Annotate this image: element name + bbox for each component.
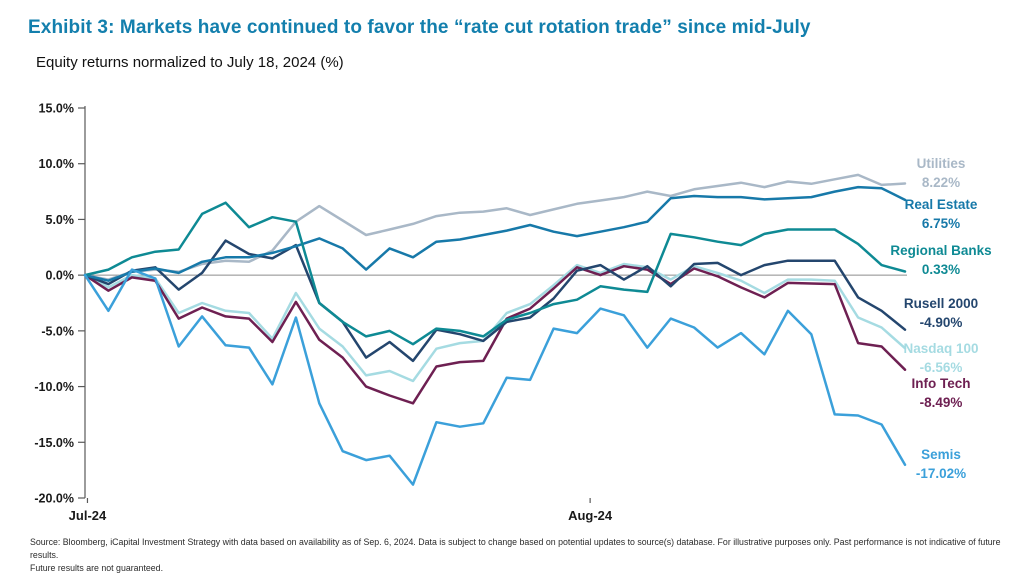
series-name-info-tech: Info Tech [911,376,971,391]
source-note-line2: Future results are not guaranteed. [30,563,164,573]
series-value-real-estate: 6.75% [921,216,961,231]
series-label-nasdaq-100: Nasdaq 100 -6.56% [868,339,1014,377]
source-note: Source: Bloomberg, iCapital Investment S… [30,536,1018,575]
series-value-semis: -17.02% [915,466,967,481]
series-line-info-tech [83,264,907,405]
series-name-rusell-2000: Rusell 2000 [903,296,979,311]
series-line-utilities [83,173,907,281]
series-value-rusell-2000: -4.90% [919,315,963,330]
series-label-real-estate: Real Estate 6.75% [868,195,1014,233]
x-tick-label: Jul-24 [69,508,107,523]
page-title: Exhibit 3: Markets have continued to fav… [28,17,811,38]
series-value-utilities: 8.22% [921,175,961,190]
y-tick-label: 0.0% [46,269,75,283]
series-name-nasdaq-100: Nasdaq 100 [903,341,979,356]
series-name-regional-banks: Regional Banks [890,243,992,258]
series-line-rusell-2000 [83,239,907,363]
series-value-nasdaq-100: -6.56% [919,360,963,375]
series-label-semis: Semis -17.02% [868,445,1014,483]
y-tick-label: 5.0% [46,213,75,227]
source-note-line1: Source: Bloomberg, iCapital Investment S… [30,537,1001,560]
series-line-semis [83,268,907,486]
series-line-regional-banks [83,201,907,346]
series-label-info-tech: Info Tech -8.49% [868,374,1014,412]
series-label-utilities: Utilities 8.22% [868,154,1014,192]
series-name-semis: Semis [921,447,961,462]
x-tick-label: Aug-24 [568,508,613,523]
series-name-real-estate: Real Estate [904,197,978,212]
series-value-info-tech: -8.49% [919,395,963,410]
series-value-regional-banks: 0.33% [921,262,961,277]
chart-subtitle: Equity returns normalized to July 18, 20… [36,54,344,71]
y-tick-label: 10.0% [39,157,74,171]
y-tick-label: -10.0% [34,380,74,394]
series-label-regional-banks: Regional Banks 0.33% [868,241,1014,279]
series-name-utilities: Utilities [916,156,966,171]
y-tick-label: 15.0% [39,102,74,116]
y-tick-label: -20.0% [34,492,74,506]
series-line-real-estate [83,185,907,282]
y-tick-label: -5.0% [41,324,74,338]
series-label-rusell-2000: Rusell 2000 -4.90% [868,294,1014,332]
y-tick-label: -15.0% [34,436,74,450]
